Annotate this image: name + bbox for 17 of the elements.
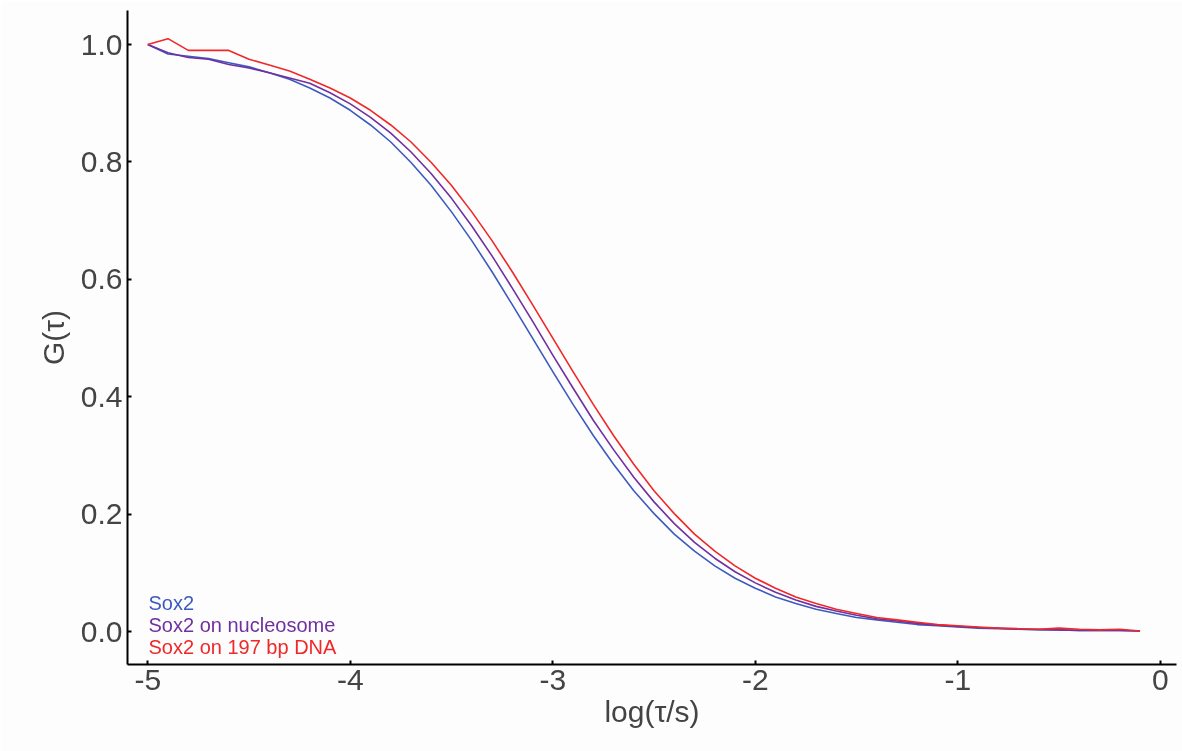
x-axis-title: log(τ/s) [604, 694, 700, 728]
y-tick-label: 0.6 [80, 262, 123, 296]
y-tick-label: 1.0 [80, 27, 123, 61]
text: Sox2 on 197 bp DNA [148, 635, 338, 658]
y-axis-title: G(τ) [36, 309, 70, 366]
x-tick-label: -5 [134, 662, 162, 696]
y-tick-label: 0.4 [80, 379, 123, 413]
text: Sox2 on nucleosome [148, 613, 336, 636]
x-tick-label: -2 [741, 662, 769, 696]
text: Sox2 [148, 591, 195, 614]
x-tick-label: 0 [1151, 662, 1169, 696]
y-tick-label: 0.0 [80, 614, 123, 648]
y-tick-label: 0.2 [80, 497, 123, 531]
x-tick-label: -4 [336, 662, 364, 696]
x-tick-label: -1 [944, 662, 972, 696]
x-tick-label: -3 [539, 662, 567, 696]
y-tick-label: 0.8 [80, 144, 123, 178]
